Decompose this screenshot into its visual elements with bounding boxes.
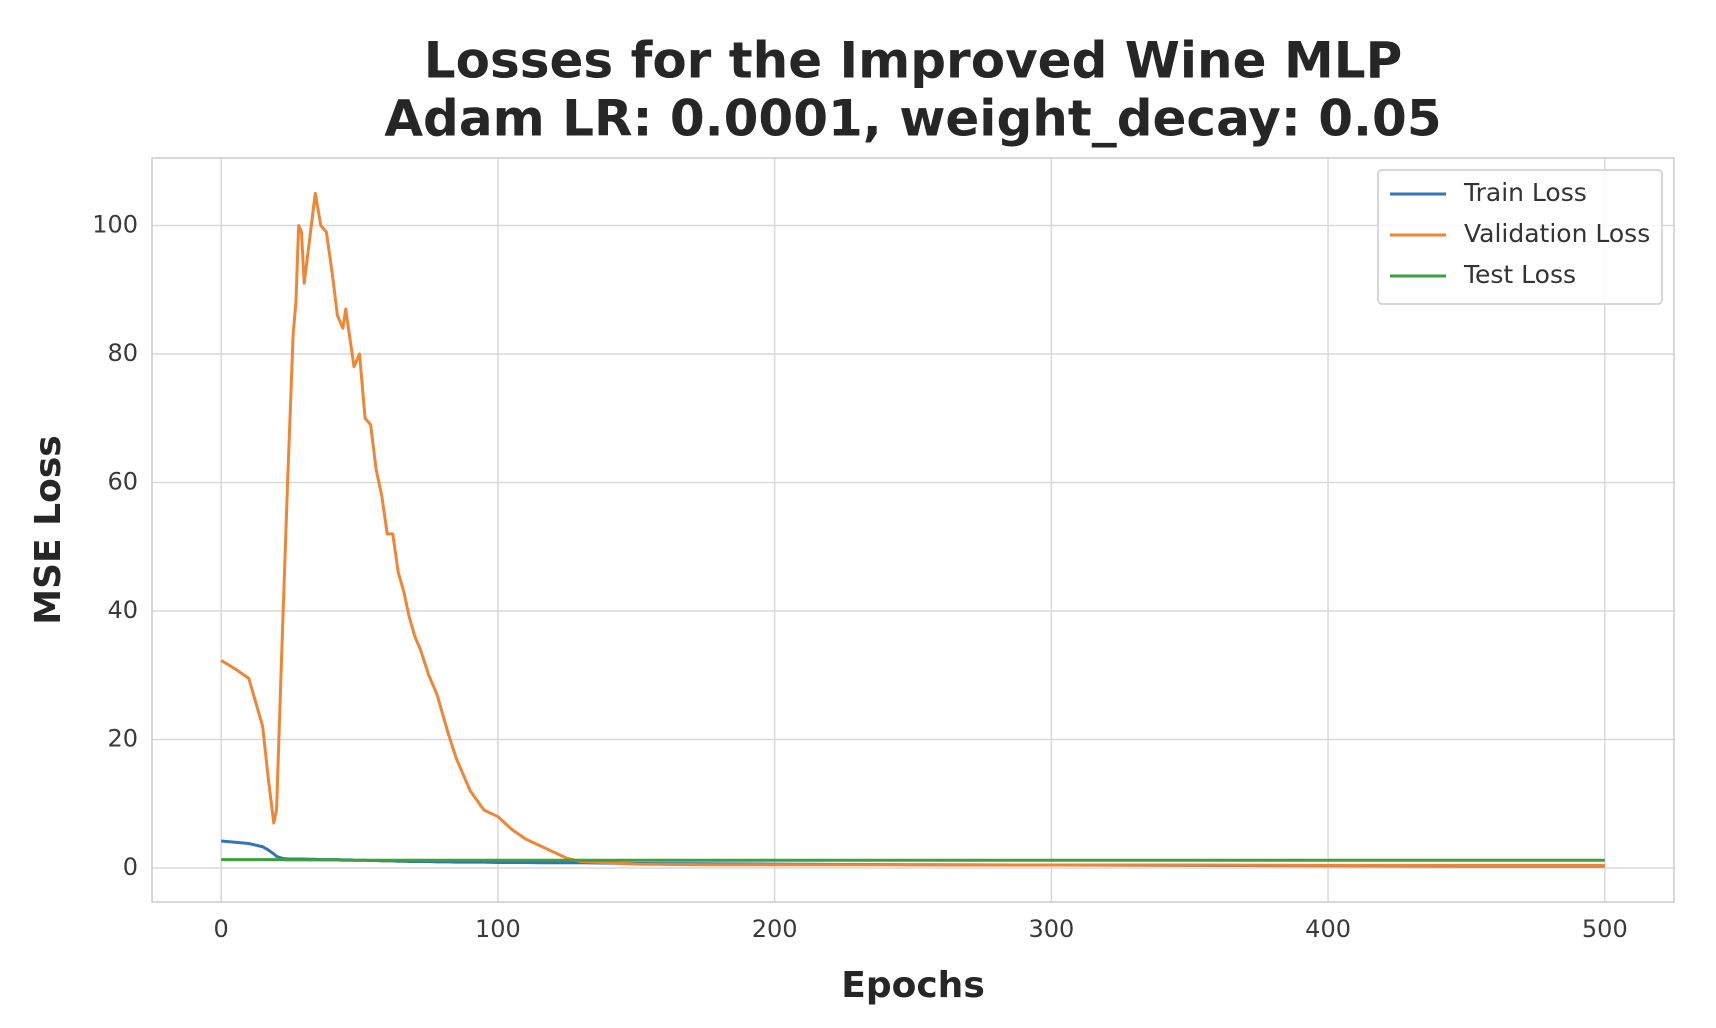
y-axis-label: MSE Loss <box>28 435 69 624</box>
x-tick-label: 100 <box>475 915 521 943</box>
legend-box <box>1377 169 1663 305</box>
x-tick-label: 300 <box>1028 915 1074 943</box>
legend-label: Train Loss <box>1463 178 1587 207</box>
x-tick-label: 400 <box>1305 915 1351 943</box>
series-line <box>221 858 1605 862</box>
y-tick-label: 100 <box>92 210 138 238</box>
legend: Train Loss Validation Loss Test Loss <box>1377 169 1663 305</box>
legend-label: Validation Loss <box>1464 219 1650 248</box>
x-tick-label: 500 <box>1582 915 1628 943</box>
x-axis-label: Epochs <box>841 965 985 1006</box>
x-tick-label: 200 <box>752 915 798 943</box>
y-tick-label: 60 <box>107 467 138 495</box>
series-line <box>221 839 1605 868</box>
plot-frame <box>151 157 1675 903</box>
chart-subtitle: Adam LR: 0.0001, weight_decay: 0.05 <box>384 90 1441 148</box>
y-tick-label: 80 <box>107 339 138 367</box>
legend-label: Test Loss <box>1463 260 1576 289</box>
y-tick-label: 0 <box>123 853 138 881</box>
x-tick-label: 0 <box>214 915 229 943</box>
chart-title: Losses for the Improved Wine MLP <box>424 32 1402 90</box>
y-tick-label: 40 <box>107 596 138 624</box>
y-tick-label: 20 <box>107 724 138 752</box>
